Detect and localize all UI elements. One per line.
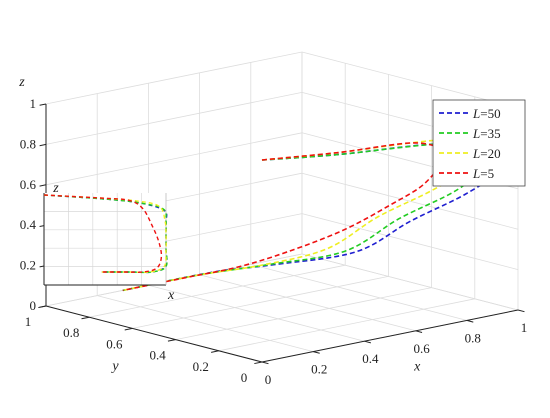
legend: L=50 L=35 L=20 L=5: [432, 99, 526, 187]
y-tick-label: 0: [241, 370, 248, 385]
grid-line: [45, 92, 303, 145]
z-tick-label: 0.6: [20, 177, 37, 192]
x-tick-mark: [261, 361, 269, 365]
y-tick-label: 0.8: [63, 325, 79, 340]
inset-panel: xz: [43, 181, 175, 303]
z-tick-mark: [39, 103, 47, 106]
y-tick-label: 1: [25, 314, 32, 329]
z-tick-label: 0.4: [20, 217, 37, 232]
x-tick-mark: [415, 330, 423, 333]
grid-line: [45, 132, 303, 186]
z-tick-label: 0.2: [20, 258, 36, 273]
x-tick-label: 0.4: [362, 351, 379, 366]
y-tick-label: 0.4: [149, 348, 166, 363]
z-tick-label: 0: [30, 298, 37, 313]
inset-background: [44, 193, 166, 285]
grid-line: [199, 274, 416, 332]
z-tick-mark: [39, 184, 47, 187]
x-tick-label: 1: [521, 320, 528, 335]
series-line-1: [122, 142, 517, 292]
grid-line: [301, 213, 519, 270]
grid-line: [97, 295, 314, 352]
y-tick-mark: [254, 361, 263, 365]
x-tick-mark: [364, 340, 372, 344]
grid-line: [45, 51, 303, 105]
grid-line: [250, 264, 467, 321]
z-tick-mark: [39, 305, 47, 308]
grid-line: [301, 172, 519, 230]
x-axis-label: x: [413, 359, 421, 374]
axis-labels: x y z: [18, 75, 421, 375]
grid-line: [301, 253, 519, 311]
grid-line: [132, 276, 389, 329]
x-tick-mark: [517, 309, 525, 313]
series-layer: [122, 137, 517, 292]
grid-line: [218, 298, 475, 352]
y-tick-mark: [167, 339, 176, 342]
grid-line: [175, 287, 432, 340]
legend-label-2: L=35: [472, 126, 501, 141]
y-axis-line: [45, 305, 263, 363]
x-tick-label: 0.6: [413, 341, 430, 356]
y-tick-mark: [81, 316, 90, 320]
series-line-4: [122, 142, 445, 292]
x-axis-line: [261, 309, 519, 363]
x-tick-mark: [313, 351, 320, 354]
x-tick-label: 0: [265, 372, 272, 387]
x-tick-label: 0.2: [311, 362, 327, 377]
y-tick-mark: [124, 327, 133, 331]
inset-x-label: x: [167, 288, 175, 303]
legend-label-1: L=50: [472, 106, 501, 121]
inset-series-line-4: [43, 194, 163, 273]
z-tick-mark: [39, 143, 47, 147]
y-tick-label: 0.2: [193, 359, 209, 374]
legend-box: [432, 99, 526, 187]
x-tick-mark: [466, 319, 474, 323]
legend-label-4: L=5: [472, 166, 494, 181]
grid-line: [148, 284, 365, 342]
series-line-2: [122, 141, 513, 292]
y-tick-mark: [211, 350, 219, 353]
inset-z-label: z: [52, 181, 59, 196]
grid-line: [89, 264, 346, 318]
z-axis-label: z: [18, 75, 25, 90]
inset-series-line-2: [43, 194, 168, 274]
z-tick-label: 1: [30, 96, 37, 111]
y-tick-label: 0.6: [106, 336, 123, 351]
tick-labels: 00.20.40.60.8100.20.40.60.8100.20.40.60.…: [20, 96, 528, 387]
y-axis-label: y: [110, 359, 119, 374]
z-tick-label: 0.8: [20, 136, 36, 151]
legend-label-3: L=20: [472, 146, 501, 161]
grid-line: [301, 51, 519, 109]
x-tick-label: 0.8: [465, 330, 481, 345]
